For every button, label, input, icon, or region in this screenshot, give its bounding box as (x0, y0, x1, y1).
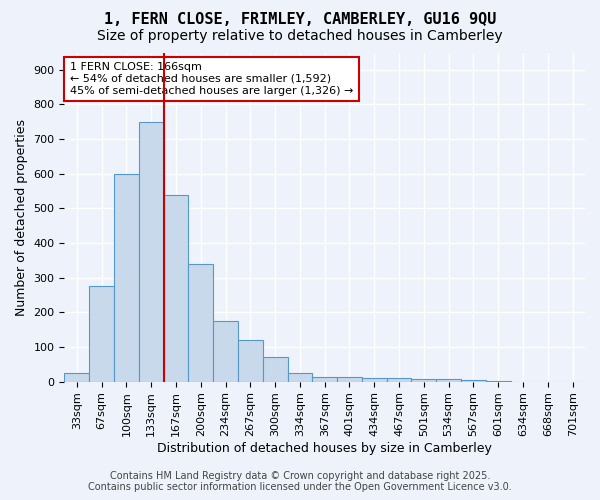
Bar (139, 122, 164, 382)
Text: 1, FERN CLOSE, FRIMLEY, CAMBERLEY, GU16 9QU: 1, FERN CLOSE, FRIMLEY, CAMBERLEY, GU16 … (104, 12, 496, 26)
Y-axis label: Number of detached properties: Number of detached properties (15, 118, 28, 316)
Bar (436, 379, 461, 382)
Bar (114, 174, 139, 382)
Bar (362, 378, 386, 382)
Bar (412, 379, 436, 382)
Bar (213, 321, 238, 382)
Bar (188, 264, 213, 382)
Bar (386, 378, 412, 382)
Bar (263, 358, 287, 382)
Bar (89, 286, 114, 382)
Bar (64, 373, 89, 382)
Bar (287, 373, 313, 382)
Text: Contains HM Land Registry data © Crown copyright and database right 2025.
Contai: Contains HM Land Registry data © Crown c… (88, 471, 512, 492)
Text: Size of property relative to detached houses in Camberley: Size of property relative to detached ho… (97, 29, 503, 43)
Bar (337, 376, 362, 382)
Bar (313, 376, 337, 382)
Bar (238, 340, 263, 382)
Bar (164, 194, 188, 382)
Bar (486, 381, 511, 382)
Text: 1 FERN CLOSE: 166sqm
← 54% of detached houses are smaller (1,592)
45% of semi-de: 1 FERN CLOSE: 166sqm ← 54% of detached h… (70, 62, 353, 96)
Bar (461, 380, 486, 382)
X-axis label: Distribution of detached houses by size in Camberley: Distribution of detached houses by size … (157, 442, 492, 455)
